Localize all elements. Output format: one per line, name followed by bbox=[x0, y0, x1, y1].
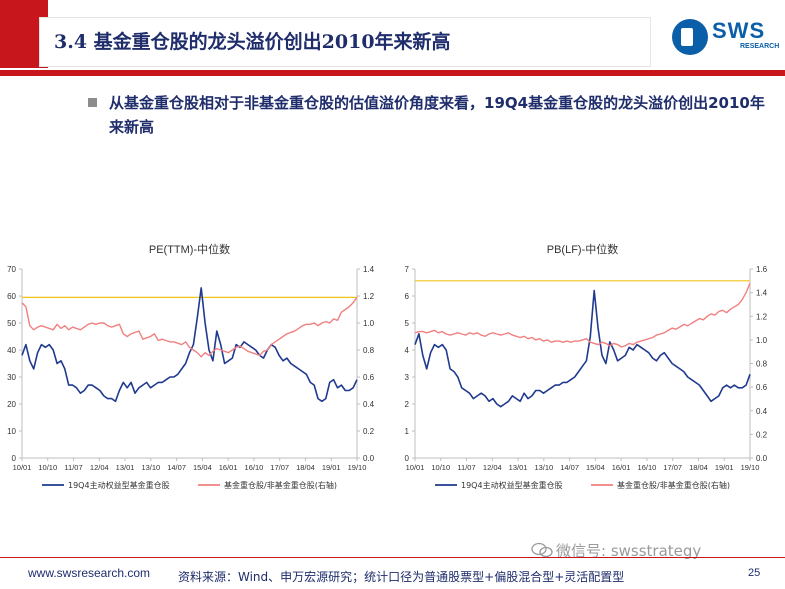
series-line-holdings bbox=[21, 287, 358, 403]
headline: 从基金重仓股相对于非基金重仓股的估值溢价角度来看，19Q4基金重仓股的龙头溢价创… bbox=[109, 94, 765, 136]
y-tick-label-left: 0 bbox=[12, 454, 17, 463]
x-tick-label: 13/01 bbox=[509, 463, 528, 472]
y-tick-label-left: 7 bbox=[405, 265, 410, 274]
series-line-ratio bbox=[414, 282, 751, 348]
page-number: 25 bbox=[748, 567, 761, 579]
x-tick-label: 10/10 bbox=[38, 463, 57, 472]
y-tick-label-right: 0.2 bbox=[363, 427, 375, 436]
y-tick-label-right: 0.4 bbox=[756, 407, 768, 416]
x-tick-label: 19/01 bbox=[715, 463, 734, 472]
x-tick-label: 12/04 bbox=[90, 463, 109, 472]
x-tick-label: 16/10 bbox=[245, 463, 264, 472]
chart-title: PE(TTM)-中位数 bbox=[149, 242, 230, 256]
x-tick-label: 17/07 bbox=[270, 463, 289, 472]
x-tick-label: 19/01 bbox=[322, 463, 341, 472]
y-tick-label-right: 0.6 bbox=[363, 373, 375, 382]
y-tick-label-right: 1.4 bbox=[363, 265, 375, 274]
x-tick-label: 11/07 bbox=[457, 463, 475, 472]
y-tick-label-right: 0.2 bbox=[756, 430, 768, 439]
sws-logo: SWS RESEARCH bbox=[672, 17, 782, 59]
y-tick-label-right: 0.4 bbox=[363, 400, 375, 409]
legend-label-ratio: 基金重仓股/非基金重仓股(右轴) bbox=[224, 480, 337, 490]
y-tick-label-left: 1 bbox=[405, 427, 410, 436]
y-tick-label-right: 1.2 bbox=[756, 312, 768, 321]
y-tick-label-left: 60 bbox=[7, 292, 16, 301]
y-tick-label-right: 1.2 bbox=[363, 292, 375, 301]
y-tick-label-left: 4 bbox=[405, 346, 410, 355]
legend-label-holdings: 19Q4主动权益型基金重仓股 bbox=[68, 480, 170, 490]
x-tick-label: 18/04 bbox=[689, 463, 708, 472]
y-tick-label-right: 0.6 bbox=[756, 383, 768, 392]
x-tick-label: 15/04 bbox=[193, 463, 212, 472]
y-tick-label-right: 1.0 bbox=[756, 336, 768, 345]
y-tick-label-left: 20 bbox=[7, 400, 16, 409]
y-tick-label-right: 0.8 bbox=[756, 360, 768, 369]
y-tick-label-left: 50 bbox=[7, 319, 16, 328]
x-tick-label: 13/01 bbox=[116, 463, 135, 472]
logo-icon bbox=[672, 19, 708, 55]
x-tick-label: 15/04 bbox=[586, 463, 605, 472]
x-tick-label: 11/07 bbox=[64, 463, 82, 472]
y-tick-label-right: 0.8 bbox=[363, 346, 375, 355]
wechat-icon bbox=[531, 542, 553, 558]
y-tick-label-left: 6 bbox=[405, 292, 410, 301]
logo-text: SWS bbox=[712, 18, 766, 43]
y-tick-label-left: 70 bbox=[7, 265, 16, 274]
footer-source: 资料来源：Wind、申万宏源研究；统计口径为普通股票型+偏股混合型+灵活配置型 bbox=[178, 570, 625, 584]
legend-label-holdings: 19Q4主动权益型基金重仓股 bbox=[461, 480, 563, 490]
x-tick-label: 19/10 bbox=[348, 463, 367, 472]
y-tick-label-right: 1.0 bbox=[363, 319, 375, 328]
x-tick-label: 18/04 bbox=[296, 463, 315, 472]
y-tick-label-right: 1.4 bbox=[756, 289, 768, 298]
page-title: 3.4 基金重仓股的龙头溢价创出2010年来新高 bbox=[54, 31, 451, 53]
x-tick-label: 13/10 bbox=[141, 463, 160, 472]
x-tick-label: 14/07 bbox=[167, 463, 186, 472]
y-tick-label-left: 0 bbox=[405, 454, 410, 463]
header-divider bbox=[0, 70, 785, 76]
x-tick-label: 19/10 bbox=[741, 463, 760, 472]
title-box bbox=[40, 18, 650, 66]
footer-divider bbox=[0, 557, 785, 558]
x-tick-label: 10/01 bbox=[13, 463, 32, 472]
pb-chart: PB(LF)-中位数 0 1 2 3 4 5 6 7 0.0 0.2 0.4 0.6 0.8 1.0 1.2 1… bbox=[405, 242, 768, 490]
chart-title: PB(LF)-中位数 bbox=[547, 242, 619, 256]
y-tick-label-left: 30 bbox=[7, 373, 16, 382]
y-tick-label-left: 5 bbox=[405, 319, 410, 328]
y-tick-label-left: 2 bbox=[405, 400, 410, 409]
x-tick-label: 16/10 bbox=[638, 463, 657, 472]
bullet-icon bbox=[88, 98, 97, 107]
x-tick-label: 10/01 bbox=[406, 463, 425, 472]
series-line-holdings bbox=[414, 289, 751, 408]
y-tick-label-right: 0.0 bbox=[756, 454, 768, 463]
logo-sub: RESEARCH bbox=[740, 43, 780, 50]
x-tick-label: 14/07 bbox=[560, 463, 579, 472]
y-tick-label-right: 1.6 bbox=[756, 265, 768, 274]
y-tick-label-left: 10 bbox=[7, 427, 16, 436]
series-line-ratio bbox=[21, 296, 358, 358]
footer-url[interactable]: www.swsresearch.com bbox=[28, 566, 151, 580]
legend-label-ratio: 基金重仓股/非基金重仓股(右轴) bbox=[617, 480, 730, 490]
wechat-watermark: 微信号: swsstrategy bbox=[556, 542, 702, 560]
y-tick-label-left: 3 bbox=[405, 373, 410, 382]
x-tick-label: 12/04 bbox=[483, 463, 502, 472]
x-tick-label: 17/07 bbox=[663, 463, 682, 472]
pe-chart: PE(TTM)-中位数 0 10 20 30 40 50 60 70 0.0 0.2 0.4 0.6 0.… bbox=[7, 242, 375, 490]
x-tick-label: 16/01 bbox=[612, 463, 631, 472]
x-tick-label: 10/10 bbox=[431, 463, 450, 472]
x-tick-label: 16/01 bbox=[219, 463, 238, 472]
x-tick-label: 13/10 bbox=[534, 463, 553, 472]
y-tick-label-left: 40 bbox=[7, 346, 16, 355]
y-tick-label-right: 0.0 bbox=[363, 454, 375, 463]
